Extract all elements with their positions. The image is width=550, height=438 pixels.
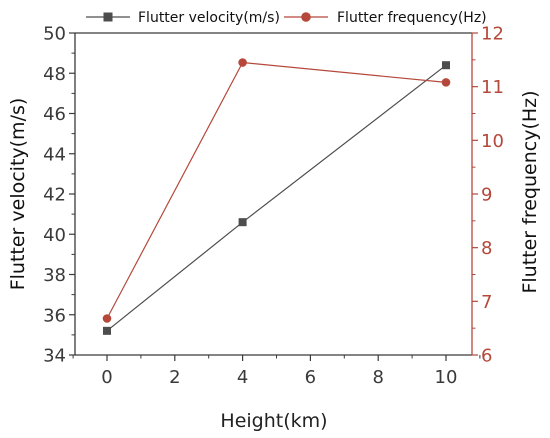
- y-left-tick-label: 44: [43, 144, 66, 165]
- x-axis-title: Height(km): [220, 410, 327, 432]
- data-point-frequency: [441, 78, 451, 87]
- y-right-axis-title: Flutter frequency(Hz): [519, 90, 541, 293]
- x-tick-label: 8: [372, 367, 383, 388]
- legend-frequency-marker: [301, 12, 311, 22]
- y-right-tick-label: 11: [481, 77, 504, 98]
- x-tick-label: 4: [237, 367, 248, 388]
- y-right-tick-label: 8: [481, 238, 492, 259]
- data-point-velocity: [238, 218, 247, 227]
- y-right-tick-label: 6: [481, 346, 492, 367]
- y-right-tick-label: 10: [481, 131, 504, 152]
- y-left-tick-label: 46: [43, 104, 66, 125]
- y-left-tick-label: 40: [43, 225, 66, 246]
- series-line-0: [106, 64, 447, 332]
- y-left-tick-label: 48: [43, 64, 66, 85]
- y-left-axis-title: Flutter velocity(m/s): [7, 98, 29, 291]
- y-left-tick-label: 38: [43, 265, 66, 286]
- y-left-axis-ticks: 34 36 38 40 42 44 46 48 50: [43, 24, 75, 367]
- data-point-frequency: [238, 58, 247, 67]
- series-line-1: [106, 61, 447, 319]
- legend-velocity-marker: [103, 12, 113, 22]
- y-right-tick-label: 7: [481, 292, 492, 313]
- x-tick-label: 10: [435, 367, 458, 388]
- x-axis-ticks: 0 2 4 6 8 10: [72, 355, 481, 388]
- data-point-velocity: [103, 326, 111, 335]
- y-right-axis-ticks: 6 7 8 9 10 11 12: [472, 24, 504, 367]
- x-tick-label: 0: [101, 367, 112, 388]
- y-right-tick-label: 12: [481, 24, 504, 45]
- x-tick-label: 6: [305, 367, 316, 388]
- y-left-tick-label: 42: [43, 185, 66, 206]
- y-left-tick-label: 34: [43, 346, 66, 367]
- legend-frequency-label: Flutter frequency(Hz): [337, 10, 487, 26]
- legend: Flutter velocity(m/s) Flutter frequency(…: [86, 10, 487, 26]
- series-layer: [102, 58, 451, 335]
- y-right-tick-label: 9: [481, 185, 492, 206]
- plot-frame: [74, 32, 473, 356]
- y-left-tick-label: 36: [43, 305, 66, 326]
- y-left-tick-label: 50: [43, 24, 66, 45]
- x-tick-label: 2: [169, 367, 180, 388]
- data-point-velocity: [442, 61, 450, 70]
- data-point-frequency: [102, 314, 112, 323]
- legend-velocity-label: Flutter velocity(m/s): [138, 10, 280, 26]
